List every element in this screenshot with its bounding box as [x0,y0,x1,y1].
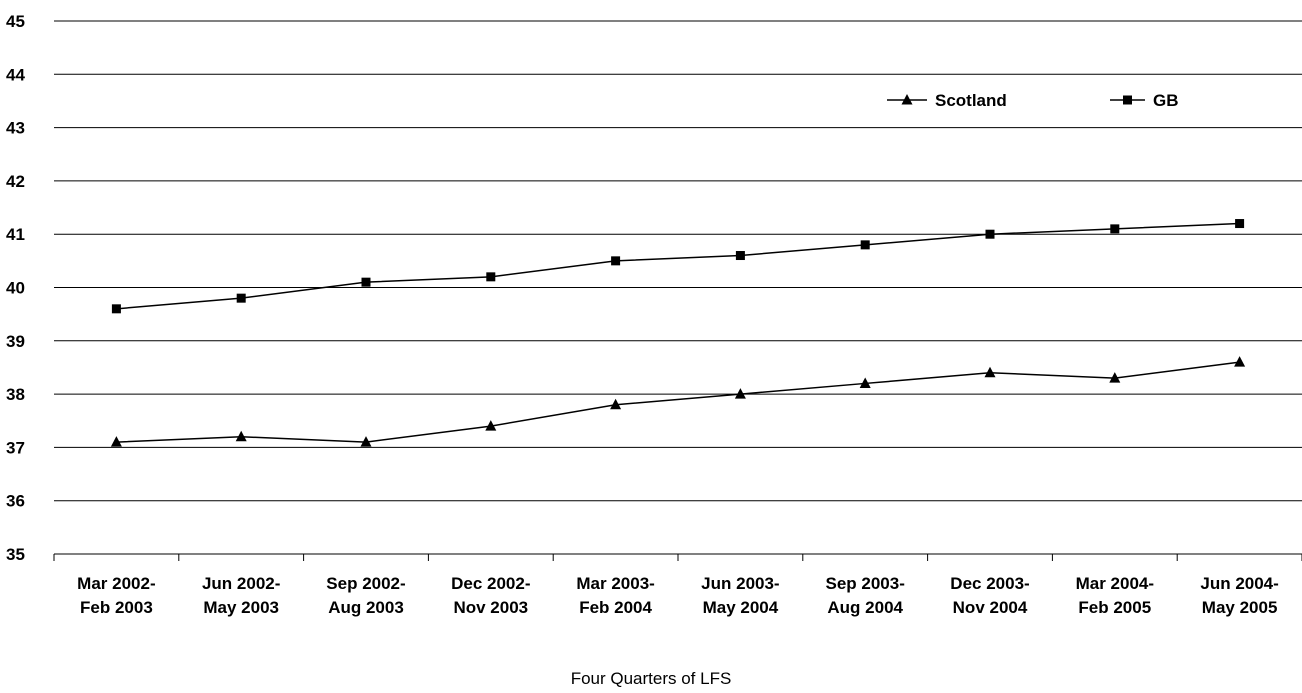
x-tick-label-line: Mar 2002- [77,574,155,593]
x-tick-label-9: Jun 2004- May 2005 [1200,574,1278,617]
point-gb-6 [860,240,870,250]
x-tick-label-line: Nov 2004 [953,598,1028,617]
point-gb-7 [985,229,995,239]
y-tick-labels: 35 36 37 38 39 40 41 42 43 44 45 [6,12,25,564]
point-scotland-3 [485,420,497,431]
y-tick-label-45: 45 [6,12,25,31]
y-tick-label-39: 39 [6,332,25,351]
x-tick-label-line: Jun 2002- [202,574,280,593]
legend: Scotland GB [887,91,1179,110]
x-tick-label-line: May 2004 [703,598,779,617]
axes [53,553,1302,561]
point-gb-9 [1235,219,1245,229]
x-tick-label-line: Sep 2002- [326,574,405,593]
x-tick-label-line: Mar 2004- [1076,574,1154,593]
y-tick-label-41: 41 [6,225,25,244]
y-tick-label-44: 44 [6,65,25,84]
y-tick-label-43: 43 [6,119,25,138]
y-tick-label-35: 35 [6,545,25,564]
x-tick-label-line: May 2003 [203,598,279,617]
x-tick-label-5: Jun 2003- May 2004 [701,574,779,617]
point-gb-8 [1110,224,1120,234]
legend-label-scotland: Scotland [935,91,1007,110]
x-tick-label-line: Aug 2003 [328,598,404,617]
x-tick-label-line: Aug 2004 [827,598,903,617]
x-tick-label-1: Jun 2002- May 2003 [202,574,280,617]
x-axis-label: Four Quarters of LFS [571,669,732,688]
x-tick-label-line: Dec 2003- [950,574,1029,593]
x-tick-label-6: Sep 2003- Aug 2004 [826,574,905,617]
point-gb-3 [486,272,496,282]
series-line-gb [116,222,1240,310]
x-tick-label-line: Feb 2005 [1078,598,1151,617]
x-tick-label-line: Jun 2003- [701,574,779,593]
y-tick-label-37: 37 [6,438,25,457]
y-tick-label-38: 38 [6,385,25,404]
x-tick-label-8: Mar 2004- Feb 2005 [1076,574,1154,617]
y-tick-label-36: 36 [6,492,25,511]
y-tick-label-42: 42 [6,172,25,191]
point-scotland-5 [734,388,746,399]
point-gb-4 [611,256,621,266]
series [110,219,1246,447]
x-tick-label-line: Jun 2004- [1200,574,1278,593]
x-tick-label-0: Mar 2002- Feb 2003 [77,574,155,617]
point-gb-2 [361,277,371,287]
legend-label-gb: GB [1153,91,1179,110]
y-tick-label-40: 40 [6,279,25,298]
x-tick-label-2: Sep 2002- Aug 2003 [326,574,405,617]
point-scotland-9 [1234,356,1246,367]
x-tick-label-line: Dec 2002- [451,574,530,593]
gridlines [54,20,1302,502]
series-line-scotland [116,361,1240,443]
legend-marker-scotland [901,94,913,105]
x-tick-label-line: Feb 2003 [80,598,153,617]
point-scotland-2 [360,436,372,447]
x-tick-label-line: Feb 2004 [579,598,652,617]
x-tick-label-line: Nov 2003 [453,598,528,617]
point-scotland-1 [235,430,247,442]
point-scotland-7 [984,366,996,378]
point-scotland-6 [859,377,871,388]
x-tick-label-line: May 2005 [1202,598,1278,617]
x-tick-labels: Mar 2002- Feb 2003 Jun 2002- May 2003 Sep 20… [77,574,1279,617]
point-gb-1 [236,293,246,303]
point-gb-0 [111,304,121,314]
x-tick-label-line: Sep 2003- [826,574,905,593]
point-scotland-8 [1109,372,1121,383]
x-tick-label-4: Mar 2003- Feb 2004 [576,574,654,617]
point-scotland-0 [110,436,122,447]
point-scotland-4 [610,398,622,410]
point-gb-5 [735,251,745,261]
x-tick-label-line: Mar 2003- [576,574,654,593]
x-tick-label-7: Dec 2003- Nov 2004 [950,574,1029,617]
legend-marker-gb [1123,95,1132,105]
x-tick-label-3: Dec 2002- Nov 2003 [451,574,530,617]
